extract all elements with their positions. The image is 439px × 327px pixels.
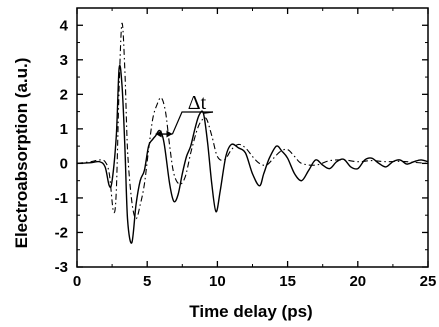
- delta-t-arrowhead-left: [155, 130, 162, 138]
- x-tick-label: 10: [209, 273, 226, 290]
- plot-frame: [76, 7, 429, 268]
- y-tick-label: -2: [55, 224, 68, 241]
- series-line-dashdot: [76, 22, 429, 220]
- delta-t-pointer-line: [203, 111, 214, 114]
- delta-t-label: Δt: [188, 92, 207, 114]
- y-axis-title: Electroabsorption (a.u.): [12, 58, 31, 249]
- tick-layer: 0 5 10 15 20 25 -3 -2 -1 0 1 2 3 4: [55, 8, 437, 290]
- y-tick-label: -3: [55, 259, 68, 276]
- x-tick-label: 0: [73, 273, 81, 290]
- x-tick-label: 5: [143, 273, 151, 290]
- x-tick-label: 25: [420, 273, 437, 290]
- plot-area: [76, 7, 429, 268]
- y-tick-label: 2: [60, 86, 68, 103]
- y-tick-label: 1: [60, 121, 68, 138]
- delta-t-leader-line: [171, 111, 213, 135]
- annotation-layer: Δt: [155, 92, 214, 138]
- x-tick-label: 15: [279, 273, 296, 290]
- y-tick-label: 0: [60, 155, 68, 172]
- series-line-solid: [76, 64, 429, 244]
- series-layer: [76, 22, 429, 244]
- y-tick-label: -1: [55, 190, 68, 207]
- x-axis-title: Time delay (ps): [189, 302, 312, 321]
- delta-t-arrowhead-right: [166, 130, 173, 138]
- y-tick-label: 3: [60, 52, 68, 69]
- y-tick-label: 4: [60, 17, 69, 34]
- x-tick-label: 20: [349, 273, 366, 290]
